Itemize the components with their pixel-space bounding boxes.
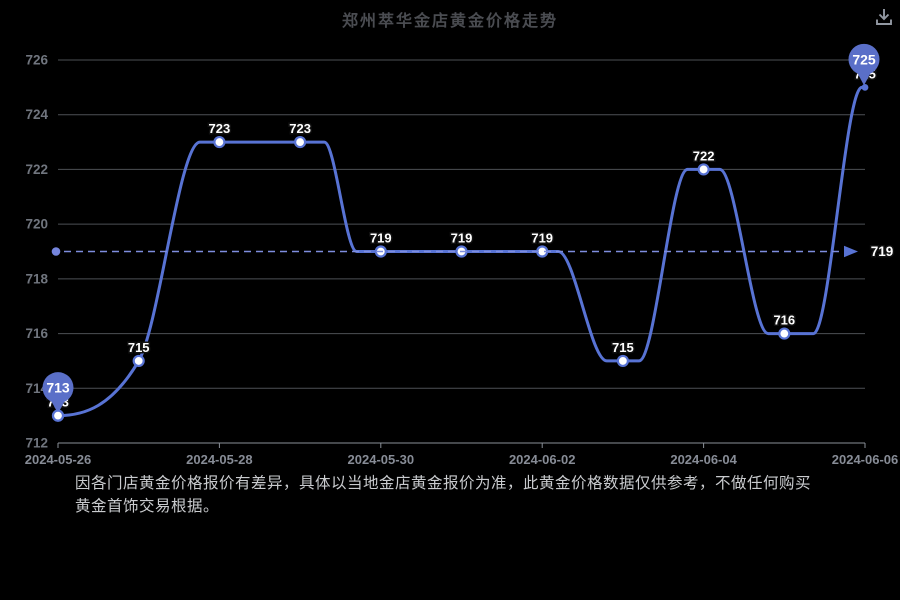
reference-line-start-dot bbox=[51, 247, 61, 256]
balloon-label: 725 bbox=[852, 51, 876, 67]
page-title: 郑州萃华金店黄金价格走势 bbox=[341, 13, 558, 30]
disclaimer-text: 因各门店黄金价格报价有差异，具体以当地金店黄金报价为准，此黄金价格数据仅供参考，… bbox=[75, 475, 812, 515]
data-point-label: 723 bbox=[209, 121, 231, 136]
data-point-label: 719 bbox=[531, 231, 553, 246]
y-tick-label: 718 bbox=[25, 271, 48, 286]
data-point-label: 719 bbox=[451, 231, 473, 246]
y-tick-label: 720 bbox=[25, 217, 48, 232]
y-tick-label: 712 bbox=[25, 436, 48, 451]
data-point-label: 722 bbox=[693, 148, 715, 163]
balloon-marker[interactable] bbox=[42, 372, 74, 404]
balloon-marker[interactable] bbox=[848, 43, 880, 75]
data-point-label: 723 bbox=[289, 121, 311, 136]
data-point-marker[interactable] bbox=[861, 83, 869, 91]
data-point-marker[interactable] bbox=[132, 354, 145, 368]
x-tick-label: 2024-06-04 bbox=[670, 452, 737, 467]
download-icon bbox=[876, 9, 892, 25]
data-point-label: 715 bbox=[128, 340, 150, 355]
y-tick-label: 722 bbox=[25, 162, 48, 177]
y-tick-label: 724 bbox=[25, 107, 48, 122]
data-point-marker[interactable] bbox=[616, 354, 630, 368]
data-point-marker[interactable] bbox=[697, 163, 710, 176]
x-tick-label: 2024-06-06 bbox=[832, 452, 899, 467]
data-point-label: 715 bbox=[612, 340, 634, 355]
reference-line-label: 719 bbox=[871, 244, 894, 259]
data-point-marker[interactable] bbox=[51, 409, 65, 422]
x-tick-label: 2024-05-26 bbox=[25, 452, 92, 467]
x-tick-label: 2024-05-28 bbox=[186, 452, 253, 467]
data-point-marker[interactable] bbox=[213, 135, 226, 149]
data-point-marker[interactable] bbox=[778, 327, 791, 340]
data-point-marker[interactable] bbox=[294, 135, 307, 149]
y-tick-label: 714 bbox=[25, 381, 48, 396]
x-tick-label: 2024-05-30 bbox=[348, 452, 415, 467]
x-tick-label: 2024-06-02 bbox=[509, 452, 576, 467]
download-button[interactable] bbox=[870, 3, 898, 31]
reference-arrow-icon bbox=[844, 245, 858, 258]
gold-price-line-chart: 712 714 716 718 720 722 724 726 2024-05-26 2024-0… bbox=[25, 43, 899, 467]
y-tick-label: 726 bbox=[25, 53, 48, 68]
data-point-label: 716 bbox=[773, 313, 795, 328]
data-point-label: 719 bbox=[370, 231, 392, 246]
y-tick-label: 716 bbox=[25, 326, 48, 341]
balloon-label: 713 bbox=[46, 380, 70, 396]
